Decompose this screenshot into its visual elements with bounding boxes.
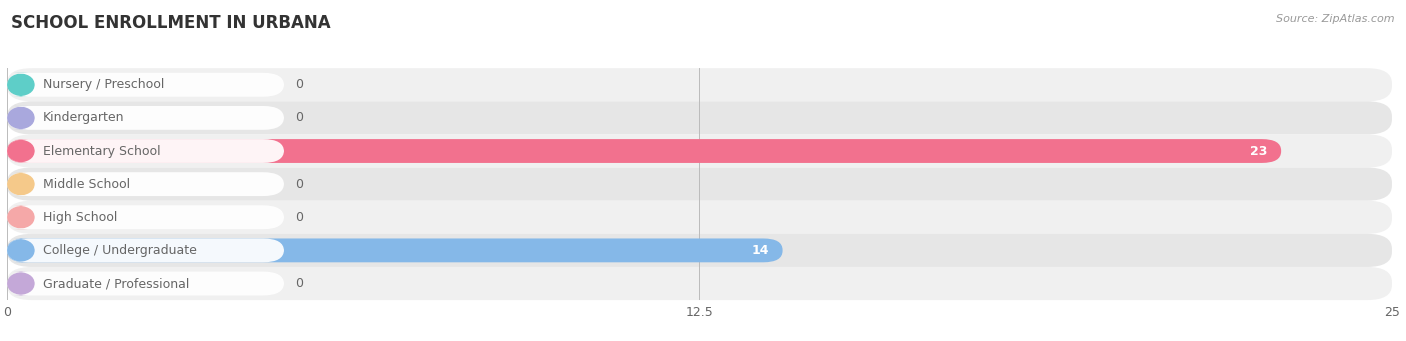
FancyBboxPatch shape: [7, 106, 284, 130]
Text: Middle School: Middle School: [44, 178, 131, 191]
Text: 23: 23: [1250, 145, 1267, 158]
Text: 0: 0: [295, 78, 304, 91]
Text: Graduate / Professional: Graduate / Professional: [44, 277, 190, 290]
FancyBboxPatch shape: [7, 267, 1392, 300]
Text: 0: 0: [295, 112, 304, 124]
FancyBboxPatch shape: [7, 238, 783, 262]
FancyBboxPatch shape: [7, 271, 284, 295]
Text: College / Undergraduate: College / Undergraduate: [44, 244, 197, 257]
FancyBboxPatch shape: [7, 73, 35, 97]
FancyBboxPatch shape: [7, 139, 35, 163]
FancyBboxPatch shape: [7, 139, 1281, 163]
Text: SCHOOL ENROLLMENT IN URBANA: SCHOOL ENROLLMENT IN URBANA: [11, 14, 330, 32]
Text: 0: 0: [295, 178, 304, 191]
FancyBboxPatch shape: [7, 205, 284, 229]
Text: Kindergarten: Kindergarten: [44, 112, 125, 124]
FancyBboxPatch shape: [7, 167, 1392, 201]
Text: 0: 0: [295, 277, 304, 290]
Text: High School: High School: [44, 211, 118, 224]
FancyBboxPatch shape: [7, 201, 1392, 234]
FancyBboxPatch shape: [7, 205, 35, 229]
FancyBboxPatch shape: [7, 139, 284, 163]
FancyBboxPatch shape: [7, 234, 1392, 267]
FancyBboxPatch shape: [7, 172, 35, 196]
FancyBboxPatch shape: [7, 238, 284, 262]
FancyBboxPatch shape: [7, 271, 35, 295]
Text: Elementary School: Elementary School: [44, 145, 160, 158]
FancyBboxPatch shape: [7, 238, 35, 262]
FancyBboxPatch shape: [7, 73, 284, 97]
Text: Nursery / Preschool: Nursery / Preschool: [44, 78, 165, 91]
FancyBboxPatch shape: [7, 172, 284, 196]
Text: 14: 14: [751, 244, 769, 257]
FancyBboxPatch shape: [7, 68, 1392, 101]
FancyBboxPatch shape: [7, 106, 35, 130]
FancyBboxPatch shape: [7, 101, 1392, 134]
Text: Source: ZipAtlas.com: Source: ZipAtlas.com: [1277, 14, 1395, 24]
Text: 0: 0: [295, 211, 304, 224]
FancyBboxPatch shape: [7, 134, 1392, 167]
